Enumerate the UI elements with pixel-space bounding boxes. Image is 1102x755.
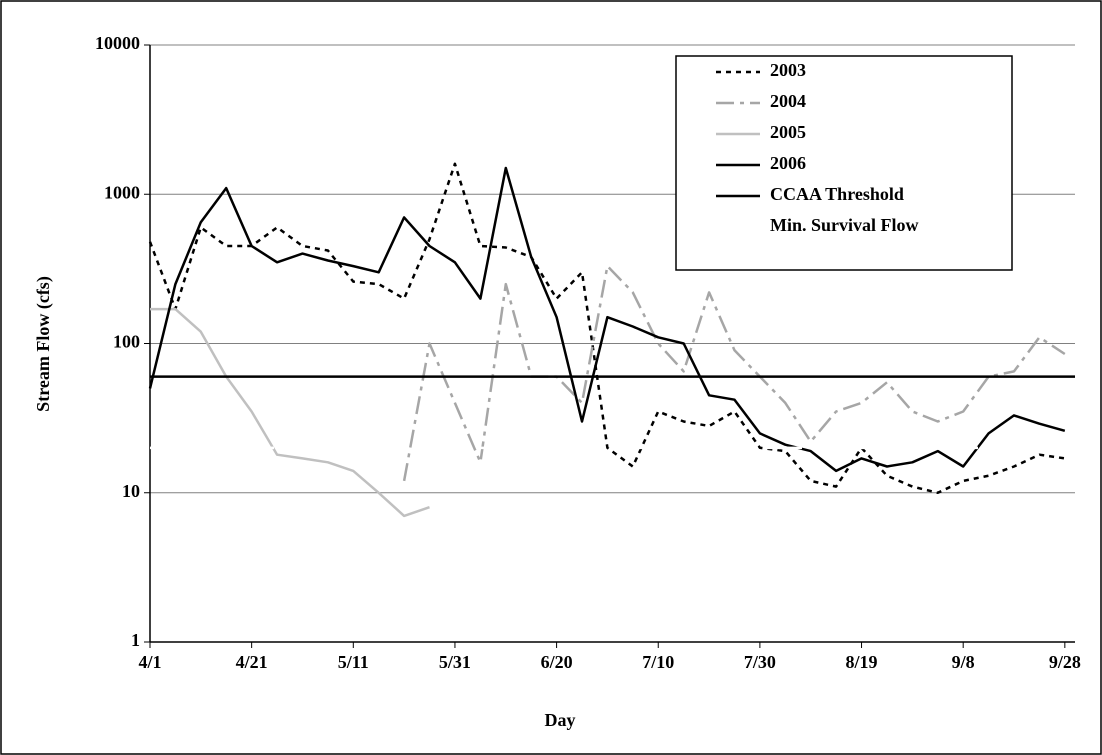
x-axis-title: Day — [545, 710, 576, 730]
legend-label: 2003 — [770, 60, 806, 80]
x-tick-label: 6/20 — [541, 652, 573, 672]
y-axis-title: Stream Flow (cfs) — [33, 276, 54, 412]
legend-label: 2006 — [770, 153, 806, 173]
legend-label: 2004 — [770, 91, 806, 111]
x-tick-label: 5/11 — [338, 652, 369, 672]
y-tick-label: 1000 — [104, 182, 140, 202]
x-tick-label: 7/10 — [642, 652, 674, 672]
series-line — [148, 162, 1065, 495]
series-line — [402, 264, 1066, 482]
x-tick-label: 4/21 — [236, 652, 268, 672]
legend-label: CCAA Threshold — [770, 184, 904, 204]
x-tick-label: 4/1 — [138, 652, 161, 672]
series-line — [150, 307, 430, 518]
legend-label: Min. Survival Flow — [770, 215, 919, 235]
y-tick-label: 100 — [113, 332, 140, 352]
y-tick-label: 1 — [131, 630, 140, 650]
x-tick-label: 5/31 — [439, 652, 471, 672]
legend-label: 2005 — [770, 122, 806, 142]
x-tick-label: 7/30 — [744, 652, 776, 672]
series-line — [148, 166, 1066, 473]
x-tick-label: 9/8 — [952, 652, 975, 672]
y-tick-label: 10 — [122, 481, 140, 501]
x-tick-label: 8/19 — [846, 652, 878, 672]
y-tick-label: 10000 — [95, 33, 140, 53]
x-tick-label: 9/28 — [1049, 652, 1081, 672]
legend-box — [675, 55, 1013, 271]
